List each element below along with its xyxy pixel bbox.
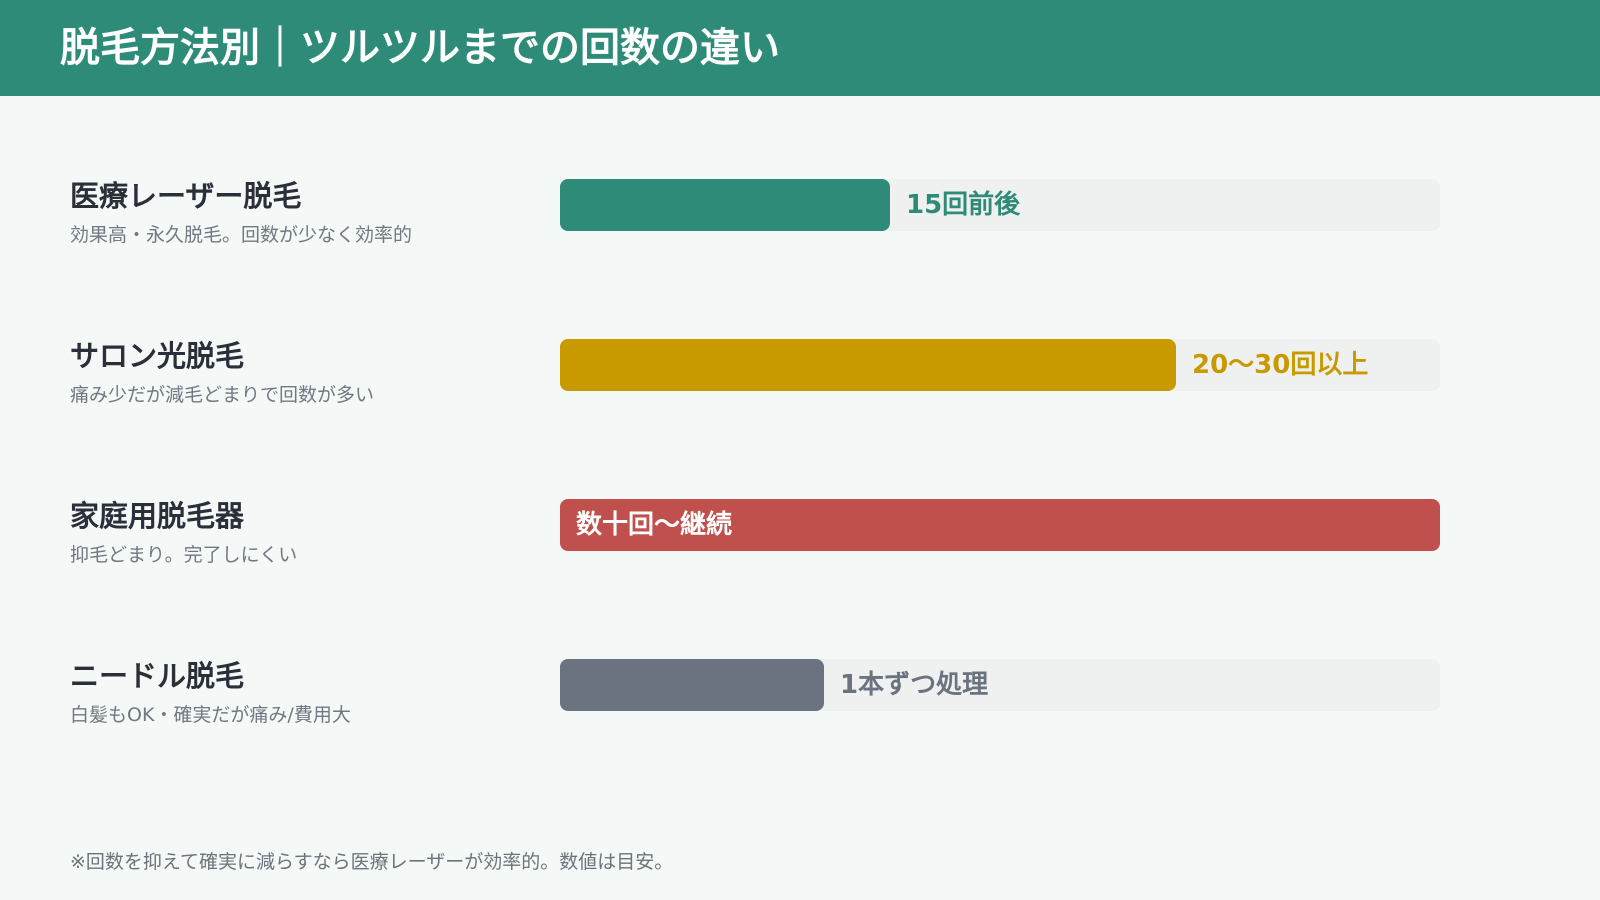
bar-value-label: 20〜30回以上 bbox=[1192, 350, 1369, 380]
bar-track: 20〜30回以上 bbox=[560, 339, 1440, 391]
bar bbox=[560, 179, 890, 231]
bar bbox=[560, 499, 1440, 551]
bar-value-label: 数十回〜継続 bbox=[576, 510, 733, 540]
category-description: 抑毛どまり。完了しにくい bbox=[70, 544, 298, 566]
chart-row: ニードル脱毛白髪もOK・確実だが痛み/費用大 1本ずつ処理 bbox=[0, 656, 1600, 756]
header-bar: 脱毛方法別｜ツルツルまでの回数の違い bbox=[0, 0, 1600, 96]
chart-row: 医療レーザー脱毛効果高・永久脱毛。回数が少なく効率的 15回前後 bbox=[0, 176, 1600, 276]
category-label: ニードル脱毛 bbox=[70, 659, 245, 693]
bar-track: 1本ずつ処理 bbox=[560, 659, 1440, 711]
page-title: 脱毛方法別｜ツルツルまでの回数の違い bbox=[60, 25, 780, 71]
category-description: 痛み少だが減毛どまりで回数が多い bbox=[70, 384, 375, 406]
category-label: 医療レーザー脱毛 bbox=[70, 179, 302, 213]
bar-value-label: 1本ずつ処理 bbox=[840, 670, 989, 700]
category-description: 白髪もOK・確実だが痛み/費用大 bbox=[70, 704, 351, 726]
category-label: 家庭用脱毛器 bbox=[70, 499, 245, 533]
bar bbox=[560, 659, 824, 711]
category-label: サロン光脱毛 bbox=[70, 339, 245, 373]
bar bbox=[560, 339, 1176, 391]
bar-track: 15回前後 bbox=[560, 179, 1440, 231]
chart-row: サロン光脱毛痛み少だが減毛どまりで回数が多い 20〜30回以上 bbox=[0, 336, 1600, 436]
bar-track: 数十回〜継続 bbox=[560, 499, 1440, 551]
bar-value-label: 15回前後 bbox=[906, 190, 1021, 220]
footnote: ※回数を抑えて確実に減らすなら医療レーザーが効率的。数値は目安。 bbox=[70, 851, 674, 873]
chart-row: 家庭用脱毛器抑毛どまり。完了しにくい 数十回〜継続 bbox=[0, 496, 1600, 596]
category-description: 効果高・永久脱毛。回数が少なく効率的 bbox=[70, 224, 413, 246]
